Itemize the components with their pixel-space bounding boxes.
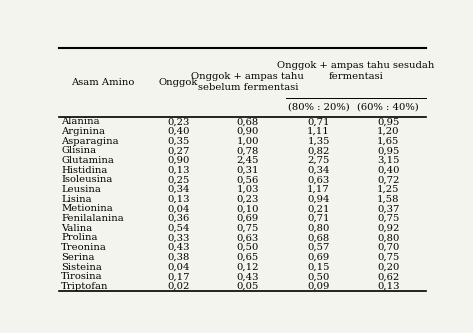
Text: 0,94: 0,94 xyxy=(307,195,330,204)
Text: 0,65: 0,65 xyxy=(237,253,259,262)
Text: 0,43: 0,43 xyxy=(236,272,259,281)
Text: 0,15: 0,15 xyxy=(307,262,330,271)
Text: Onggok: Onggok xyxy=(158,78,198,87)
Text: 1,00: 1,00 xyxy=(236,137,259,146)
Text: 0,12: 0,12 xyxy=(236,262,259,271)
Text: 0,34: 0,34 xyxy=(307,166,330,175)
Text: 0,36: 0,36 xyxy=(167,214,189,223)
Text: 1,58: 1,58 xyxy=(377,195,399,204)
Text: 0,90: 0,90 xyxy=(167,156,190,165)
Text: Onggok + ampas tahu
sebelum fermentasi: Onggok + ampas tahu sebelum fermentasi xyxy=(192,72,304,92)
Text: 0,92: 0,92 xyxy=(377,224,399,233)
Text: 0,40: 0,40 xyxy=(377,166,399,175)
Text: 0,27: 0,27 xyxy=(167,146,190,155)
Text: Sisteina: Sisteina xyxy=(61,262,102,271)
Text: 1,11: 1,11 xyxy=(307,127,330,136)
Text: 0,13: 0,13 xyxy=(377,282,399,291)
Text: (80% : 20%): (80% : 20%) xyxy=(288,103,350,112)
Text: 1,65: 1,65 xyxy=(377,137,399,146)
Text: 0,69: 0,69 xyxy=(237,214,259,223)
Text: 0,43: 0,43 xyxy=(167,243,190,252)
Text: 0,35: 0,35 xyxy=(167,137,190,146)
Text: 1,35: 1,35 xyxy=(307,137,330,146)
Text: Isoleusina: Isoleusina xyxy=(61,175,113,184)
Text: Alanina: Alanina xyxy=(61,117,100,126)
Text: 0,38: 0,38 xyxy=(167,253,190,262)
Text: 0,57: 0,57 xyxy=(307,243,330,252)
Text: 2,45: 2,45 xyxy=(236,156,259,165)
Text: 0,72: 0,72 xyxy=(377,175,399,184)
Text: 0,78: 0,78 xyxy=(236,146,259,155)
Text: 0,54: 0,54 xyxy=(167,224,190,233)
Text: Histidina: Histidina xyxy=(61,166,108,175)
Text: Treonina: Treonina xyxy=(61,243,107,252)
Text: 0,56: 0,56 xyxy=(237,175,259,184)
Text: Asparagina: Asparagina xyxy=(61,137,119,146)
Text: 0,31: 0,31 xyxy=(236,166,259,175)
Text: 0,80: 0,80 xyxy=(377,233,399,242)
Text: Tirosina: Tirosina xyxy=(61,272,103,281)
Text: 0,90: 0,90 xyxy=(236,127,259,136)
Text: 0,25: 0,25 xyxy=(167,175,190,184)
Text: 0,34: 0,34 xyxy=(167,185,190,194)
Text: Asam Amino: Asam Amino xyxy=(71,78,135,87)
Text: 2,75: 2,75 xyxy=(307,156,330,165)
Text: 0,69: 0,69 xyxy=(307,253,330,262)
Text: 0,10: 0,10 xyxy=(236,204,259,213)
Text: 1,20: 1,20 xyxy=(377,127,399,136)
Text: 0,40: 0,40 xyxy=(167,127,190,136)
Text: 0,04: 0,04 xyxy=(167,262,190,271)
Text: 0,63: 0,63 xyxy=(307,175,330,184)
Text: 0,13: 0,13 xyxy=(167,166,190,175)
Text: 0,80: 0,80 xyxy=(307,224,330,233)
Text: 0,20: 0,20 xyxy=(377,262,399,271)
Text: 0,09: 0,09 xyxy=(307,282,330,291)
Text: 0,68: 0,68 xyxy=(307,233,330,242)
Text: 0,75: 0,75 xyxy=(377,253,399,262)
Text: 0,75: 0,75 xyxy=(377,214,399,223)
Text: (60% : 40%): (60% : 40%) xyxy=(357,103,419,112)
Text: Leusina: Leusina xyxy=(61,185,101,194)
Text: 0,95: 0,95 xyxy=(377,117,399,126)
Text: Lisina: Lisina xyxy=(61,195,92,204)
Text: 0,23: 0,23 xyxy=(236,195,259,204)
Text: 1,17: 1,17 xyxy=(307,185,330,194)
Text: 0,50: 0,50 xyxy=(236,243,259,252)
Text: 1,25: 1,25 xyxy=(377,185,399,194)
Text: 0,95: 0,95 xyxy=(377,146,399,155)
Text: Triptofan: Triptofan xyxy=(61,282,109,291)
Text: 0,13: 0,13 xyxy=(167,195,190,204)
Text: 0,82: 0,82 xyxy=(307,146,330,155)
Text: 0,33: 0,33 xyxy=(167,233,190,242)
Text: 0,17: 0,17 xyxy=(167,272,190,281)
Text: 0,05: 0,05 xyxy=(236,282,259,291)
Text: Fenilalanina: Fenilalanina xyxy=(61,214,124,223)
Text: 0,37: 0,37 xyxy=(377,204,399,213)
Text: 0,71: 0,71 xyxy=(307,117,330,126)
Text: 0,75: 0,75 xyxy=(236,224,259,233)
Text: Valina: Valina xyxy=(61,224,93,233)
Text: Onggok + ampas tahu sesudah
fermentasi: Onggok + ampas tahu sesudah fermentasi xyxy=(277,61,435,81)
Text: 0,02: 0,02 xyxy=(167,282,190,291)
Text: 0,50: 0,50 xyxy=(307,272,330,281)
Text: Serina: Serina xyxy=(61,253,95,262)
Text: Arginina: Arginina xyxy=(61,127,105,136)
Text: Glisina: Glisina xyxy=(61,146,96,155)
Text: 0,04: 0,04 xyxy=(167,204,190,213)
Text: 3,15: 3,15 xyxy=(377,156,399,165)
Text: Glutamina: Glutamina xyxy=(61,156,114,165)
Text: 0,68: 0,68 xyxy=(237,117,259,126)
Text: 0,70: 0,70 xyxy=(377,243,399,252)
Text: 1,03: 1,03 xyxy=(236,185,259,194)
Text: 0,23: 0,23 xyxy=(167,117,190,126)
Text: 0,63: 0,63 xyxy=(237,233,259,242)
Text: 0,62: 0,62 xyxy=(377,272,399,281)
Text: Metionina: Metionina xyxy=(61,204,113,213)
Text: 0,21: 0,21 xyxy=(307,204,330,213)
Text: Prolina: Prolina xyxy=(61,233,98,242)
Text: 0,71: 0,71 xyxy=(307,214,330,223)
